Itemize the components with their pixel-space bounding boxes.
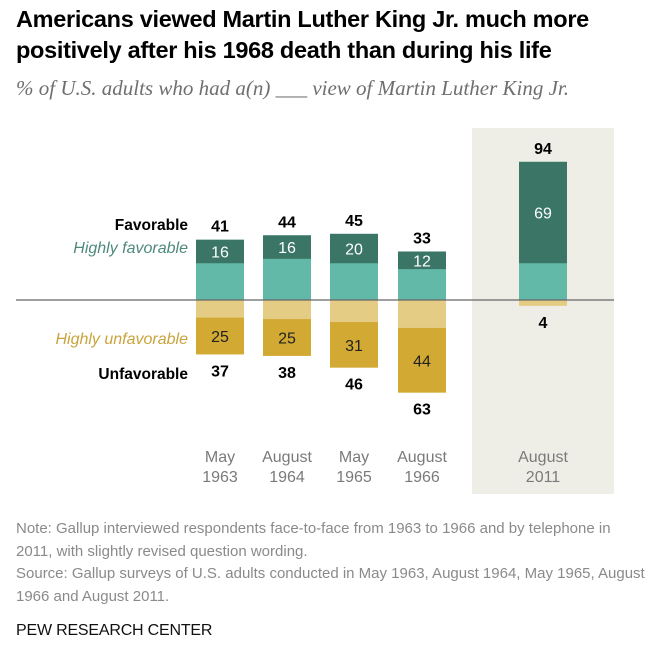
bar-unfavorable: [519, 300, 567, 306]
category-label-line2: 2011: [526, 469, 561, 486]
row-label-unfavorable: Unfavorable: [98, 366, 188, 383]
category-label-line2: 1966: [404, 469, 440, 486]
bar-highly-unfavorable: [263, 319, 311, 356]
label-favorable-total: 33: [413, 230, 431, 247]
label-highly-favorable: 16: [278, 240, 296, 257]
bar-highly-unfavorable: [196, 317, 244, 355]
bar-highly-unfavorable: [398, 327, 446, 393]
label-highly-unfavorable: 31: [345, 338, 363, 355]
note-text: Note: Gallup interviewed respondents fac…: [16, 520, 611, 560]
label-unfavorable-total: 63: [413, 402, 431, 419]
label-unfavorable-total: 38: [278, 365, 296, 382]
category-label-line1: May: [339, 449, 369, 466]
row-label-highly-favorable: Highly favorable: [73, 240, 188, 257]
category-label-line1: August: [397, 449, 447, 466]
row-label-favorable: Favorable: [115, 217, 189, 234]
chart-notes: Note: Gallup interviewed respondents fac…: [16, 518, 646, 608]
category-label-line2: 1965: [336, 469, 372, 486]
bar-highly-unfavorable: [330, 322, 378, 368]
bar-highly-favorable: [519, 161, 567, 264]
label-highly-favorable: 16: [211, 244, 229, 261]
bar-highly-favorable: [398, 251, 446, 270]
label-unfavorable-total: 37: [211, 363, 229, 380]
category-label-line2: 1963: [202, 469, 238, 486]
source-text: Source: Gallup surveys of U.S. adults co…: [16, 565, 645, 605]
label-favorable-total: 94: [534, 141, 552, 158]
chart-canvas: 41 16 25 37 May 1963 44 16 25 38 August 1964 45 20 31 4…: [16, 128, 614, 494]
label-unfavorable-total: 46: [345, 377, 363, 394]
category-label-line1: August: [518, 449, 568, 466]
label-highly-favorable: 12: [413, 253, 431, 270]
label-unfavorable-total: 4: [539, 315, 548, 332]
label-highly-unfavorable: 44: [413, 353, 431, 370]
label-highly-unfavorable: 25: [211, 329, 229, 346]
chart-title: Americans viewed Martin Luther King Jr. …: [16, 6, 589, 63]
category-label-line2: 1964: [269, 469, 305, 486]
category-label-line1: August: [262, 449, 312, 466]
bar-highly-favorable: [263, 235, 311, 259]
label-highly-favorable: 20: [345, 242, 363, 259]
chart-subtitle: % of U.S. adults who had a(n) ___ view o…: [16, 76, 569, 100]
category-label-line1: May: [205, 449, 235, 466]
brand-logo-text: PEW RESEARCH CENTER: [16, 622, 213, 639]
row-label-highly-unfavorable: Highly unfavorable: [55, 331, 188, 348]
label-favorable-total: 45: [345, 213, 363, 230]
bar-highly-favorable: [196, 239, 244, 264]
label-highly-unfavorable: 25: [278, 330, 296, 347]
label-favorable-total: 44: [278, 214, 296, 231]
bar-highly-favorable: [330, 233, 378, 264]
label-favorable-total: 41: [211, 219, 229, 236]
label-highly-favorable: 69: [534, 206, 552, 223]
